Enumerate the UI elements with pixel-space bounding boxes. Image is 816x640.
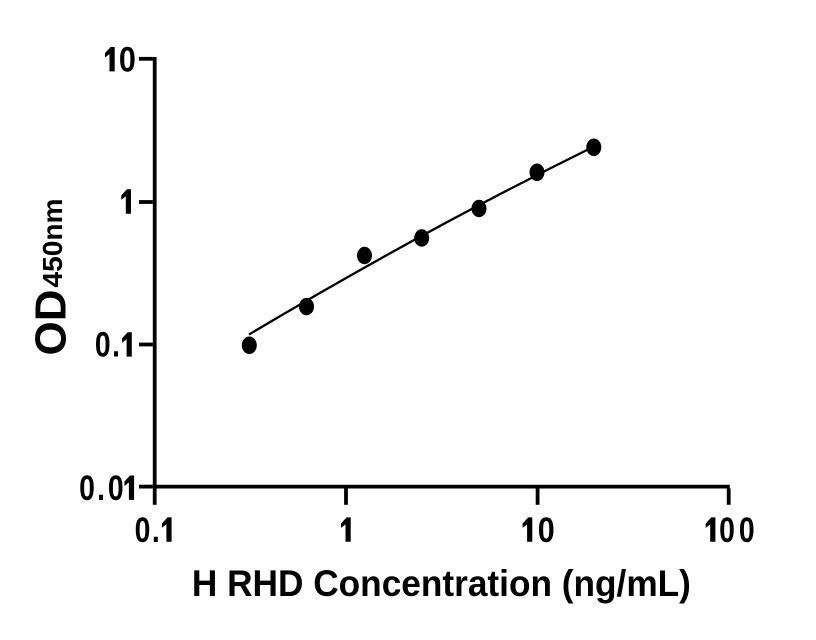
svg-text:H RHD Concentration (ng/mL): H RHD Concentration (ng/mL)	[192, 563, 691, 604]
svg-text:0: 0	[538, 511, 555, 551]
svg-text:.: .	[112, 325, 120, 365]
svg-text:OD: OD	[26, 290, 75, 356]
svg-text:.: .	[97, 468, 105, 508]
svg-text:0: 0	[95, 325, 111, 365]
svg-text:450nm: 450nm	[37, 199, 68, 288]
svg-text:0: 0	[119, 40, 136, 80]
svg-text:0: 0	[108, 468, 124, 508]
svg-text:.: .	[152, 510, 160, 550]
svg-text:0: 0	[719, 510, 735, 550]
svg-text:0: 0	[135, 510, 151, 550]
svg-text:0: 0	[79, 468, 95, 508]
svg-text:0: 0	[739, 510, 755, 550]
